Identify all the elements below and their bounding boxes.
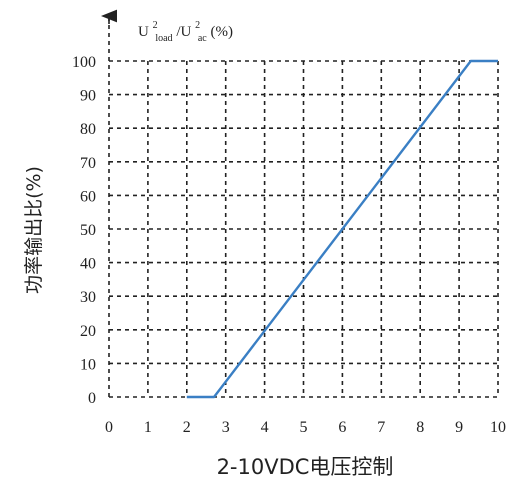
x-tick-label: 8 [416, 419, 424, 436]
y-tick-label: 60 [80, 188, 96, 205]
x-tick-label: 3 [222, 419, 230, 436]
ytitle-u1: U [138, 24, 149, 40]
y-tick-label: 70 [80, 155, 96, 172]
x-tick-label: 6 [338, 419, 346, 436]
y-tick-label: 50 [80, 222, 96, 239]
x-tick-label: 7 [377, 419, 385, 436]
svg-text:U 2 load /U: U 2 load /U 2 ac (%) [138, 16, 233, 45]
y-tick-label: 100 [72, 54, 96, 71]
y-tick-label: 90 [80, 88, 96, 105]
ytitle-sup1: 2 [153, 20, 158, 31]
series [186, 59, 498, 399]
y-tick-label: 30 [80, 289, 96, 306]
x-axis-label: 2-10VDC电压控制 [217, 455, 394, 479]
axes [101, 9, 498, 398]
y-tick-label: 0 [88, 390, 96, 407]
y-tick-label: 10 [80, 356, 96, 373]
ytitle-unit: (%) [210, 24, 233, 40]
x-tick-label: 4 [261, 419, 269, 436]
y-axis-label: 功率输出比(%) [23, 166, 45, 294]
x-tick-label: 2 [183, 419, 191, 436]
y-tick-label: 80 [80, 121, 96, 138]
y-tick-label: 40 [80, 256, 96, 273]
y-tick-labels: 0 10 20 30 40 50 60 70 80 90 100 [72, 54, 96, 407]
series-line [186, 59, 498, 399]
x-tick-label: 1 [144, 419, 152, 436]
x-tick-label: 0 [105, 419, 113, 436]
ytitle-slash: /U [176, 24, 191, 40]
grid [109, 60, 499, 397]
x-tick-label: 10 [490, 419, 506, 436]
ytitle-sub1: load [155, 33, 172, 44]
x-tick-labels: 0 1 2 3 4 5 6 7 8 9 10 [105, 419, 506, 436]
ytitle-sub2: ac [198, 33, 207, 44]
ytitle-sup2: 2 [195, 20, 200, 31]
x-tick-label: 9 [455, 419, 463, 436]
y-axis-unit-title: U 2 load /U 2 ac (%) [138, 16, 233, 45]
y-tick-label: 20 [80, 323, 96, 340]
x-tick-label: 5 [300, 419, 308, 436]
